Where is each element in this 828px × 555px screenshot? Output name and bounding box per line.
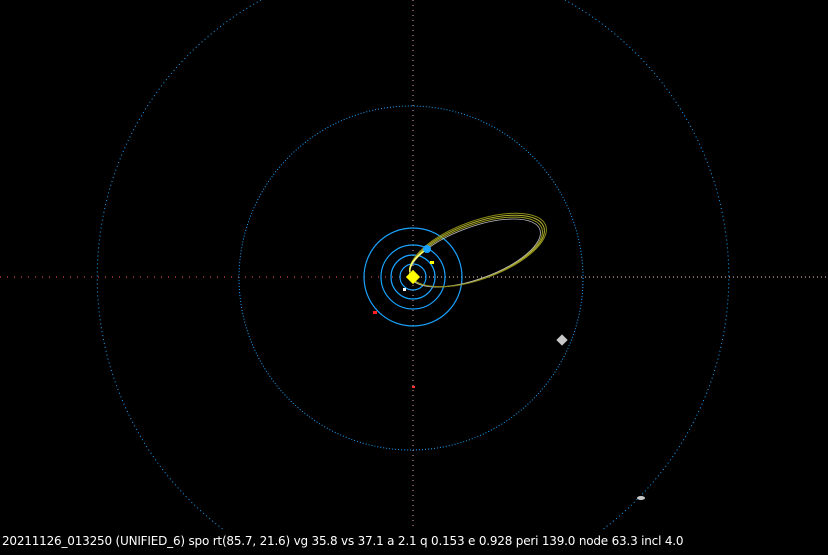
earth-marker xyxy=(423,245,431,253)
mercury-marker xyxy=(403,288,406,291)
jupiter-orbit xyxy=(238,105,584,451)
status-line: 20211126_013250 (UNIFIED_6) spo rt(85.7,… xyxy=(2,534,684,548)
sun-marker xyxy=(405,269,421,285)
mars-orbit xyxy=(363,227,463,327)
mars-marker xyxy=(373,311,377,314)
venus-marker xyxy=(430,261,434,264)
mercury-orbit xyxy=(399,263,427,291)
earth-orbit xyxy=(380,244,446,310)
axis-tick-marker xyxy=(412,386,415,388)
saturn-marker xyxy=(637,496,645,500)
jupiter-marker xyxy=(556,334,568,346)
venus-orbit xyxy=(390,254,436,300)
